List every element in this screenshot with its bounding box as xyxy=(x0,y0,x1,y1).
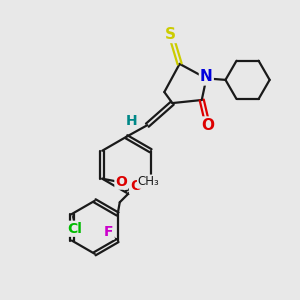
Text: O: O xyxy=(130,179,142,193)
Text: O: O xyxy=(201,118,214,133)
Text: S: S xyxy=(165,27,176,42)
Text: N: N xyxy=(200,69,213,84)
Text: CH₃: CH₃ xyxy=(138,175,159,188)
Text: F: F xyxy=(104,225,114,239)
Text: O: O xyxy=(116,175,127,189)
Text: H: H xyxy=(125,114,137,128)
Text: Cl: Cl xyxy=(67,222,82,236)
